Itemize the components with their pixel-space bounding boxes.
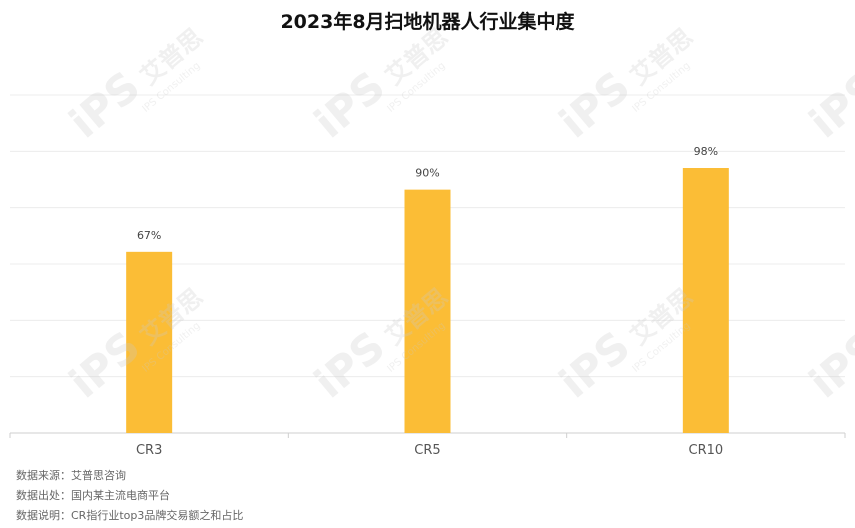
footnote-explanation: 数据说明：CR指行业top3品牌交易额之和占比: [16, 509, 244, 522]
x-tick-label: CR10: [689, 443, 724, 458]
data-label: 98%: [694, 145, 718, 158]
x-tick-label: CR5: [414, 443, 440, 458]
footnotes: 数据来源：艾普思咨询 数据出处：国内某主流电商平台 数据说明：CR指行业top3…: [16, 466, 243, 526]
bar: [126, 251, 173, 433]
bar: [682, 168, 729, 433]
data-label: 67%: [137, 229, 161, 242]
footnote-source: 数据来源：艾普思咨询: [16, 469, 126, 482]
x-tick-label: CR3: [136, 443, 162, 458]
bar: [404, 189, 451, 433]
footnote-origin: 数据出处：国内某主流电商平台: [16, 489, 170, 502]
chart-title: 2023年8月扫地机器人行业集中度: [280, 11, 575, 33]
data-label: 90%: [415, 167, 439, 180]
